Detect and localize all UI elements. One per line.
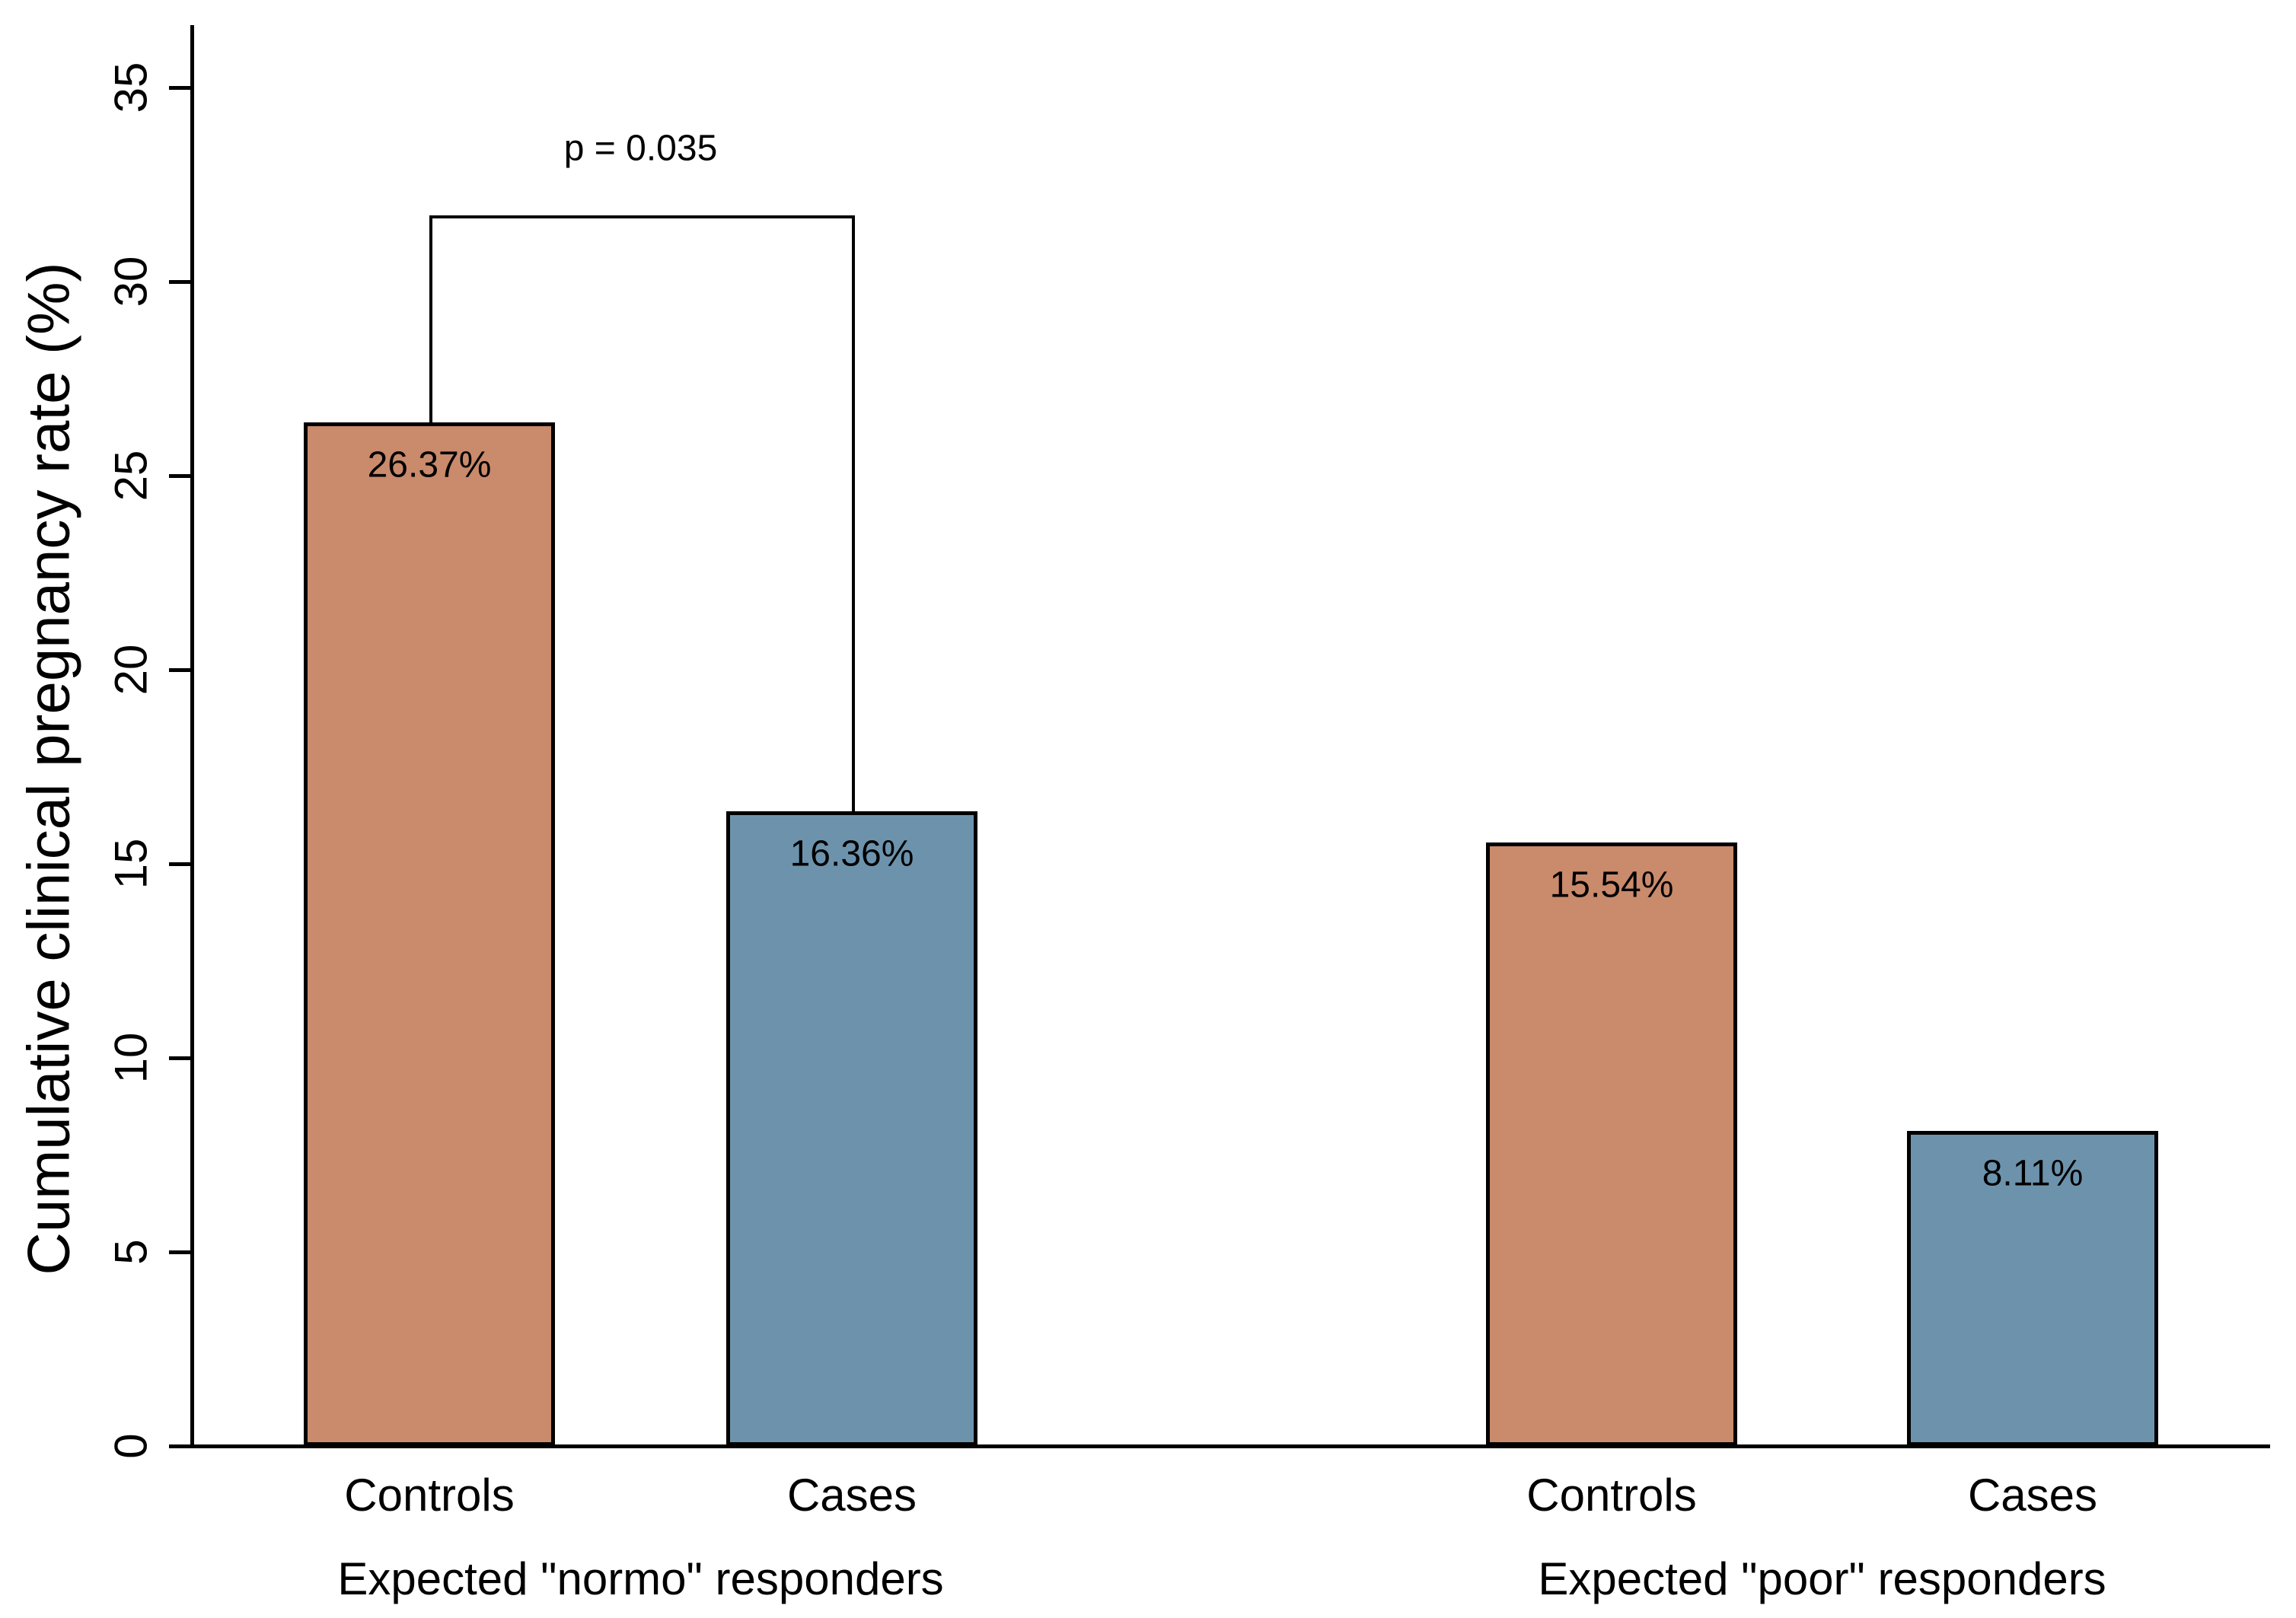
- y-axis-tick-label: 0: [105, 1433, 157, 1459]
- y-axis-tick-label: 30: [105, 256, 157, 307]
- x-axis-line: [169, 1444, 2270, 1448]
- significance-bracket-horizontal: [429, 215, 855, 218]
- y-axis-tick-label: 10: [105, 1032, 157, 1084]
- y-axis-tick: [169, 1056, 190, 1060]
- category-label: Cases: [1967, 1470, 2098, 1521]
- group-label: Expected "normo" responders: [337, 1553, 944, 1604]
- y-axis-tick: [169, 280, 190, 284]
- y-axis-tick: [169, 668, 190, 672]
- y-axis-line: [190, 25, 194, 1448]
- significance-bracket-left-vertical: [429, 215, 432, 423]
- bar-cases-group1: [726, 811, 977, 1446]
- bar-value-label: 26.37%: [367, 444, 492, 486]
- category-label: Controls: [1526, 1470, 1697, 1521]
- bar-controls-group2: [1486, 842, 1737, 1446]
- y-axis-tick: [169, 1250, 190, 1254]
- y-axis-tick: [169, 1444, 190, 1448]
- y-axis-tick-label: 20: [105, 644, 157, 696]
- y-axis-tick: [169, 474, 190, 478]
- category-label: Controls: [344, 1470, 515, 1521]
- y-axis-tick: [169, 862, 190, 866]
- y-axis-tick: [169, 86, 190, 90]
- y-axis-tick-label: 15: [105, 838, 157, 890]
- y-axis-tick-label: 5: [105, 1239, 157, 1265]
- bar-cases-group2: [1907, 1131, 2158, 1446]
- y-axis-tick-label: 25: [105, 450, 157, 502]
- bar-value-label: 16.36%: [789, 833, 914, 874]
- significance-bracket-right-vertical: [852, 215, 855, 811]
- p-value-label: p = 0.035: [563, 128, 718, 169]
- category-label: Cases: [786, 1470, 917, 1521]
- y-axis-tick-label: 35: [105, 62, 157, 113]
- bar-value-label: 15.54%: [1549, 865, 1674, 906]
- group-label: Expected "poor" responders: [1538, 1553, 2106, 1604]
- bar-controls-group1: [304, 422, 555, 1446]
- bar-value-label: 8.11%: [1982, 1153, 2084, 1194]
